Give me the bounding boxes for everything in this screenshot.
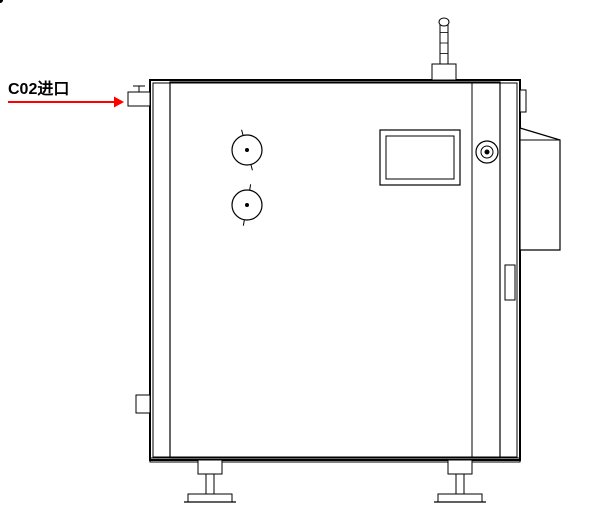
machine-diagram — [0, 0, 607, 530]
co2-arrow-head — [114, 97, 124, 108]
